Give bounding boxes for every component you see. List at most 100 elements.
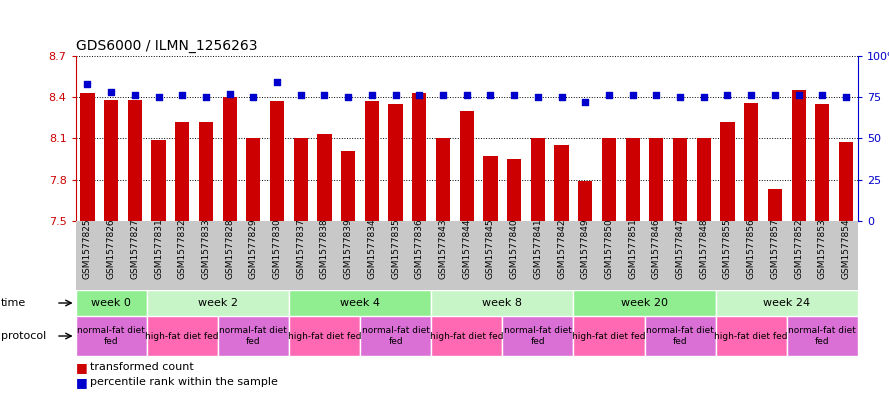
Point	[507, 92, 521, 99]
Bar	[147, 290, 289, 316]
Bar	[175, 122, 189, 221]
Bar	[218, 316, 289, 356]
Text: week 4: week 4	[340, 298, 380, 308]
Point	[104, 89, 118, 95]
Text: ■: ■	[76, 376, 87, 389]
Bar	[431, 290, 573, 316]
Text: week 2: week 2	[198, 298, 237, 308]
Bar	[151, 140, 165, 221]
Bar	[246, 138, 260, 221]
Bar	[460, 111, 474, 221]
Bar	[80, 93, 94, 221]
Bar	[791, 90, 805, 221]
Bar	[289, 316, 360, 356]
Point	[388, 92, 403, 99]
Point	[460, 92, 474, 99]
Point	[412, 92, 427, 99]
Text: week 0: week 0	[92, 298, 131, 308]
Point	[839, 94, 853, 100]
Bar	[199, 122, 213, 221]
Point	[697, 94, 711, 100]
Bar	[431, 316, 502, 356]
Bar	[602, 138, 616, 221]
Bar	[720, 122, 734, 221]
Text: normal-fat diet
fed: normal-fat diet fed	[504, 326, 572, 346]
Point	[128, 92, 142, 99]
Point	[341, 94, 356, 100]
Text: GDS6000 / ILMN_1256263: GDS6000 / ILMN_1256263	[76, 39, 257, 53]
Point	[531, 94, 545, 100]
Bar	[76, 290, 147, 316]
Text: high-fat diet fed: high-fat diet fed	[573, 332, 645, 340]
Bar	[289, 290, 431, 316]
Bar	[555, 145, 569, 221]
Point	[555, 94, 569, 100]
Point	[720, 92, 734, 99]
Bar	[128, 100, 142, 221]
Bar	[787, 316, 858, 356]
Text: percentile rank within the sample: percentile rank within the sample	[90, 377, 277, 387]
Bar	[317, 134, 332, 221]
Text: normal-fat diet
fed: normal-fat diet fed	[646, 326, 714, 346]
Text: ■: ■	[76, 361, 87, 374]
Bar	[360, 316, 431, 356]
Text: normal-fat diet
fed: normal-fat diet fed	[220, 326, 287, 346]
Text: transformed count: transformed count	[90, 362, 194, 372]
Point	[744, 92, 758, 99]
Bar	[626, 138, 640, 221]
Point	[436, 92, 450, 99]
Bar	[815, 104, 829, 221]
Point	[578, 99, 592, 105]
Text: week 8: week 8	[483, 298, 522, 308]
Bar	[768, 189, 782, 221]
Bar	[673, 138, 687, 221]
Text: normal-fat diet
fed: normal-fat diet fed	[789, 326, 856, 346]
Point	[791, 92, 805, 99]
Text: normal-fat diet
fed: normal-fat diet fed	[362, 326, 429, 346]
Text: protocol: protocol	[1, 331, 46, 341]
Text: week 20: week 20	[621, 298, 668, 308]
Text: high-fat diet fed: high-fat diet fed	[146, 332, 219, 340]
Point	[293, 92, 308, 99]
Text: week 24: week 24	[763, 298, 811, 308]
Point	[270, 79, 284, 85]
Bar	[293, 138, 308, 221]
Point	[484, 92, 498, 99]
Text: time: time	[1, 298, 26, 308]
Point	[317, 92, 332, 99]
Bar	[484, 156, 498, 221]
Bar	[507, 159, 521, 221]
Bar	[573, 290, 716, 316]
Bar	[104, 100, 118, 221]
Bar	[388, 104, 403, 221]
Text: high-fat diet fed: high-fat diet fed	[288, 332, 361, 340]
Point	[199, 94, 213, 100]
Point	[673, 94, 687, 100]
Bar	[697, 138, 711, 221]
Bar	[531, 138, 545, 221]
Point	[815, 92, 829, 99]
Point	[602, 92, 616, 99]
Bar	[573, 316, 645, 356]
Bar	[744, 103, 758, 221]
Text: high-fat diet fed: high-fat diet fed	[430, 332, 503, 340]
Bar	[578, 181, 592, 221]
Point	[364, 92, 379, 99]
Bar	[147, 316, 218, 356]
Bar	[364, 101, 379, 221]
Bar	[341, 151, 356, 221]
Bar	[716, 290, 858, 316]
Bar	[76, 316, 147, 356]
Text: normal-fat diet
fed: normal-fat diet fed	[77, 326, 145, 346]
Point	[80, 81, 94, 87]
Point	[649, 92, 663, 99]
Bar	[645, 316, 716, 356]
Bar	[502, 316, 573, 356]
Bar	[839, 142, 853, 221]
Bar	[716, 316, 787, 356]
Point	[768, 92, 782, 99]
Point	[626, 92, 640, 99]
Bar	[222, 97, 236, 221]
Bar	[649, 138, 663, 221]
Point	[246, 94, 260, 100]
